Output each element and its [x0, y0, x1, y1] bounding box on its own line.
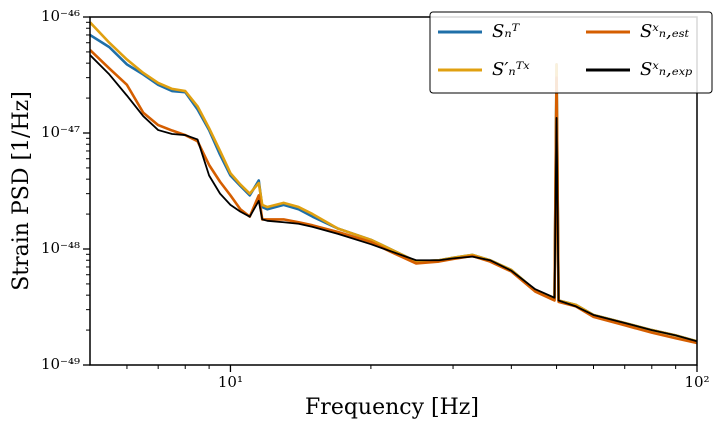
x-tick-label: 10²	[684, 373, 709, 391]
y-tick-label: 10⁻⁴⁹	[41, 355, 80, 373]
y-axis-label: Strain PSD [1/Hz]	[9, 91, 34, 291]
x-tick-label: 10¹	[218, 373, 243, 391]
series-line	[90, 54, 697, 343]
legend-box	[429, 11, 713, 94]
legend-label: S′ₙᵀˣ	[492, 59, 530, 80]
legend-label: Sₙᵀ	[492, 21, 521, 42]
x-axis-label: Frequency [Hz]	[305, 395, 479, 420]
y-tick-label: 10⁻⁴⁶	[41, 7, 80, 25]
y-tick-label: 10⁻⁴⁷	[41, 123, 80, 141]
series-line	[90, 49, 697, 345]
y-tick-label: 10⁻⁴⁸	[41, 239, 80, 257]
legend-label: Sˣₙ,ₑₛₜ	[640, 21, 690, 42]
plot-frame	[89, 16, 698, 366]
legend-label: Sˣₙ,ₑₓₚ	[640, 59, 692, 80]
